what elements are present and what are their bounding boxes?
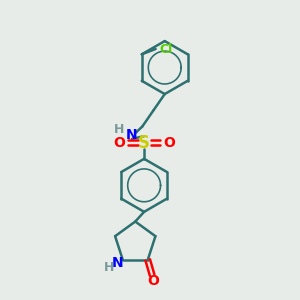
- Text: H: H: [114, 124, 124, 136]
- Text: N: N: [112, 256, 123, 270]
- Text: N: N: [126, 128, 138, 142]
- Text: O: O: [147, 274, 159, 288]
- Text: H: H: [103, 261, 114, 274]
- Text: O: O: [163, 136, 175, 150]
- Text: O: O: [113, 136, 125, 150]
- Text: Cl: Cl: [159, 43, 173, 56]
- Text: S: S: [138, 134, 150, 152]
